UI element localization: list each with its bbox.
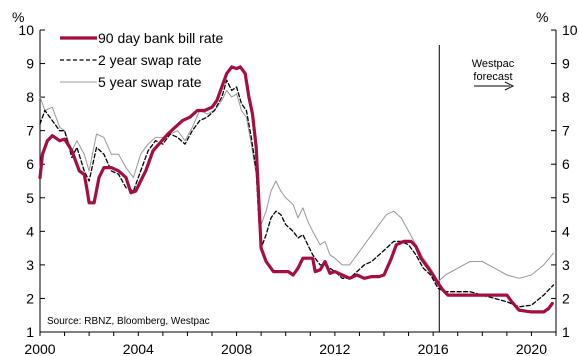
x-tick-label: 2000 bbox=[24, 341, 55, 356]
series-line-0 bbox=[38, 65, 554, 314]
y-unit-left: % bbox=[12, 9, 24, 25]
annotation-arrow-head bbox=[504, 81, 515, 91]
y-tick-label-left: 8 bbox=[26, 89, 34, 105]
y-unit-right: % bbox=[536, 9, 548, 25]
legend-label-0: 90 day bank bill rate bbox=[98, 30, 224, 46]
y-tick-label-right: 9 bbox=[562, 56, 570, 72]
y-tick-label-left: 1 bbox=[26, 324, 34, 340]
y-tick-label-left: 4 bbox=[26, 223, 34, 239]
annotation-line-2: forecast bbox=[473, 71, 512, 83]
y-tick-label-right: 3 bbox=[562, 257, 570, 273]
x-tick-label: 2008 bbox=[221, 341, 252, 356]
y-tick-label-right: 8 bbox=[562, 89, 570, 105]
y-tick-label-left: 2 bbox=[26, 290, 34, 306]
y-tick-label-right: 5 bbox=[562, 190, 570, 206]
y-tick-label-right: 2 bbox=[562, 290, 570, 306]
x-tick-label: 2016 bbox=[418, 341, 449, 356]
annotation-line-1: Westpac bbox=[472, 58, 515, 70]
y-tick-label-left: 9 bbox=[26, 56, 34, 72]
source-note: Source: RBNZ, Bloomberg, Westpac bbox=[47, 316, 210, 327]
x-tick-label: 2004 bbox=[123, 341, 154, 356]
y-tick-label-right: 10 bbox=[562, 22, 578, 38]
series-line-1 bbox=[39, 79, 555, 308]
y-tick-label-left: 7 bbox=[26, 123, 34, 139]
legend-label-1: 2 year swap rate bbox=[98, 52, 202, 68]
legend-label-2: 5 year swap rate bbox=[98, 74, 202, 90]
series-line-2 bbox=[39, 89, 554, 283]
y-tick-label-left: 10 bbox=[18, 22, 34, 38]
y-tick-label-right: 7 bbox=[562, 123, 570, 139]
y-tick-label-left: 3 bbox=[26, 257, 34, 273]
y-tick-label-left: 6 bbox=[26, 156, 34, 172]
x-tick-label: 2012 bbox=[319, 341, 350, 356]
x-tick-label: 2020 bbox=[516, 341, 547, 356]
y-tick-label-right: 6 bbox=[562, 156, 570, 172]
y-tick-label-right: 4 bbox=[562, 223, 570, 239]
y-tick-label-left: 5 bbox=[26, 190, 34, 206]
y-tick-label-right: 1 bbox=[562, 324, 570, 340]
